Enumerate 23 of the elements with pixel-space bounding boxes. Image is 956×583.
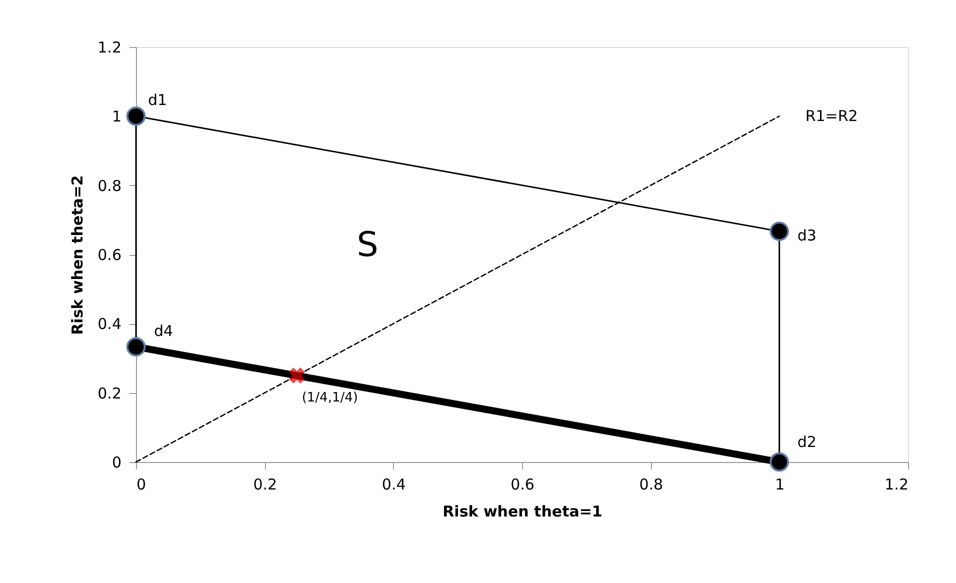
x-tick-label: 0	[136, 476, 146, 494]
x-tick-label: 0.2	[253, 476, 278, 494]
y-tick-label: 0.4	[98, 315, 122, 334]
y-tick-label: 0.6	[98, 246, 122, 264]
x-tick-label: 0.6	[510, 476, 534, 494]
series-label: R1=R2	[805, 107, 858, 126]
y-tick-label: 0.8	[98, 176, 122, 195]
x-tick-label: 0.8	[639, 476, 664, 494]
y-tick-label: 0	[112, 454, 122, 472]
y-axis-title: Risk when theta=2	[68, 175, 87, 335]
x-axis-title: Risk when theta=1	[442, 502, 602, 520]
annotation: d1	[148, 91, 168, 110]
annotation: d4	[154, 322, 174, 340]
y-tick-label: 0.2	[98, 384, 122, 402]
y-tick-label: 1	[112, 108, 122, 126]
annotation: S	[356, 225, 378, 266]
y-tick-label: 1.2	[98, 38, 122, 56]
annotation: (1/4,1/4)	[302, 390, 358, 406]
x-tick-label: 1.2	[884, 476, 908, 494]
x-tick-label: 0.4	[382, 476, 406, 494]
x-tick-label: 1	[775, 476, 785, 494]
annotation: d2	[797, 433, 816, 451]
annotation: d3	[797, 226, 816, 244]
